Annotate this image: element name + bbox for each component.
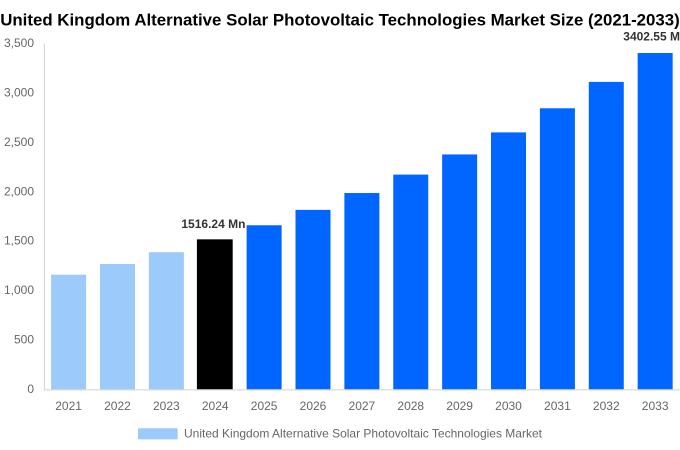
svg-text:1516.24 Mn: 1516.24 Mn bbox=[181, 217, 245, 231]
svg-text:2,000: 2,000 bbox=[4, 184, 34, 198]
svg-text:2,500: 2,500 bbox=[4, 135, 34, 149]
svg-text:3402.55 Mn: 3402.55 Mn bbox=[623, 29, 680, 43]
svg-text:3,500: 3,500 bbox=[4, 36, 34, 50]
svg-text:2022: 2022 bbox=[104, 399, 131, 413]
svg-text:2028: 2028 bbox=[397, 399, 424, 413]
svg-text:2027: 2027 bbox=[349, 399, 376, 413]
svg-text:United Kingdom Alternative Sol: United Kingdom Alternative Solar Photovo… bbox=[0, 10, 680, 29]
svg-text:2030: 2030 bbox=[495, 399, 522, 413]
svg-text:2029: 2029 bbox=[446, 399, 473, 413]
svg-text:2032: 2032 bbox=[593, 399, 620, 413]
svg-text:United Kingdom Alternative Sol: United Kingdom Alternative Solar Photovo… bbox=[184, 426, 543, 440]
svg-text:2025: 2025 bbox=[251, 399, 278, 413]
svg-text:2023: 2023 bbox=[153, 399, 180, 413]
svg-text:2026: 2026 bbox=[300, 399, 327, 413]
svg-text:2031: 2031 bbox=[544, 399, 571, 413]
svg-text:0: 0 bbox=[27, 382, 34, 396]
svg-text:500: 500 bbox=[14, 333, 34, 347]
svg-text:2024: 2024 bbox=[202, 399, 229, 413]
svg-text:1,500: 1,500 bbox=[4, 234, 34, 248]
svg-text:2021: 2021 bbox=[55, 399, 82, 413]
svg-text:2033: 2033 bbox=[642, 399, 669, 413]
svg-text:3,000: 3,000 bbox=[4, 86, 34, 100]
svg-text:1,000: 1,000 bbox=[4, 283, 34, 297]
